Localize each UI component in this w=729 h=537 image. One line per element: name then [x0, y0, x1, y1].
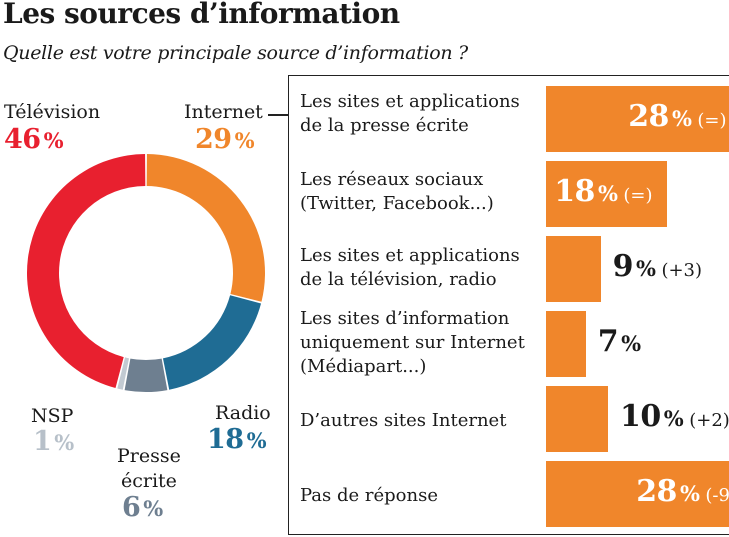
label-presse-line2: écrite [121, 470, 177, 492]
bar-presse-ecrite [546, 86, 729, 152]
bar-label-reseaux-sociaux: Les réseaux sociaux (Twitter, Facebook...… [300, 168, 494, 216]
bar-change: (-9) [705, 485, 729, 506]
bar-label-line: Pas de réponse [300, 485, 438, 506]
donut-slice-radio [162, 295, 262, 390]
bar-label-autres-sites: D’autres sites Internet [300, 409, 506, 433]
pct-nsp-sign: % [54, 430, 74, 455]
pct-television: 46% [4, 124, 64, 155]
label-presse-line1: Presse [117, 445, 181, 467]
bar-value-number: 9 [612, 249, 634, 284]
pct-television-value: 46 [4, 124, 41, 155]
internet-breakdown-panel [288, 75, 729, 535]
bar-label-line: Les réseaux sociaux [300, 169, 484, 190]
bar-label-line: (Médiapart...) [300, 356, 427, 377]
bar-pure-players [546, 311, 586, 377]
bar-value-number: 7 [597, 324, 619, 359]
pct-radio: 18% [207, 424, 267, 455]
donut-slices [26, 154, 265, 393]
bar-value-number: 28 [628, 99, 669, 134]
bar-label-pure-players: Les sites d’information uniquement sur In… [300, 307, 525, 379]
label-television: Télévision [4, 101, 101, 123]
bar-value-sign: % [597, 181, 618, 206]
label-nsp: NSP [31, 405, 74, 427]
pct-presse-sign: % [143, 496, 163, 521]
bar-label-line: D’autres sites Internet [300, 410, 507, 431]
bar-autres-sites [546, 386, 608, 452]
label-internet: Internet [184, 101, 263, 123]
pct-television-sign: % [43, 128, 64, 153]
donut-slice-television [26, 154, 146, 389]
bar-label-line: (Twitter, Facebook...) [300, 193, 494, 214]
donut-slice-internet [146, 154, 265, 302]
bar-value-pure-players: 7% [598, 324, 641, 359]
bar-change: (+3) [661, 260, 703, 281]
bar-value-presse-ecrite: 28% (=) [628, 99, 726, 134]
bar-pas-de-reponse [546, 461, 729, 527]
pct-internet-sign: % [234, 128, 255, 153]
donut-slice-presse [124, 358, 168, 393]
bar-label-television-radio: Les sites et applications de la télévisio… [300, 244, 520, 292]
bar-label-line: Les sites d’information [300, 308, 510, 329]
bar-label-line: Les sites et applications [300, 245, 520, 266]
pct-nsp: 1% [33, 426, 74, 457]
donut-slice-nsp [117, 357, 130, 390]
pct-internet-value: 29 [195, 124, 232, 155]
pct-presse-value: 6 [122, 492, 141, 523]
bar-value-sign: % [621, 331, 641, 356]
pct-presse: 6% [122, 492, 163, 523]
pct-radio-value: 18 [207, 424, 244, 455]
bar-television-radio [546, 236, 601, 302]
pct-radio-sign: % [246, 428, 267, 453]
bar-value-number: 28 [636, 474, 677, 509]
bar-value-number: 18 [554, 174, 595, 209]
bar-value-sign: % [663, 406, 684, 431]
bar-label-line: de la télévision, radio [300, 269, 497, 290]
bar-label-presse-ecrite: Les sites et applications de la presse éc… [300, 90, 520, 138]
bar-label-line: Les sites et applications [300, 91, 520, 112]
bar-change: (+2) [689, 410, 729, 431]
bar-change: (=) [623, 185, 653, 206]
connector-line [268, 114, 289, 116]
bar-value-number: 10 [620, 399, 661, 434]
bar-reseaux-sociaux [546, 161, 668, 227]
bar-label-pas-de-reponse: Pas de réponse [300, 484, 438, 508]
bar-value-pas-de-reponse: 28%(-9) [636, 474, 729, 509]
pct-internet: 29% [195, 124, 255, 155]
bar-label-line: de la presse écrite [300, 115, 469, 136]
pct-nsp-value: 1 [33, 426, 52, 457]
bar-value-reseaux-sociaux: 18% (=) [554, 174, 652, 209]
bar-change: (=) [697, 110, 727, 131]
donut-chart [26, 154, 265, 393]
chart-title: Les sources d’information [3, 0, 400, 30]
bar-value-sign: % [635, 256, 656, 281]
chart-subtitle: Quelle est votre principale source d’inf… [3, 42, 468, 64]
bar-value-sign: % [671, 106, 692, 131]
bar-value-autres-sites: 10% (+2) [620, 399, 729, 434]
bar-value-television-radio: 9% (+3) [613, 249, 702, 284]
bar-value-sign: % [679, 481, 700, 506]
label-radio: Radio [215, 402, 271, 424]
bar-label-line: uniquement sur Internet [300, 332, 525, 353]
